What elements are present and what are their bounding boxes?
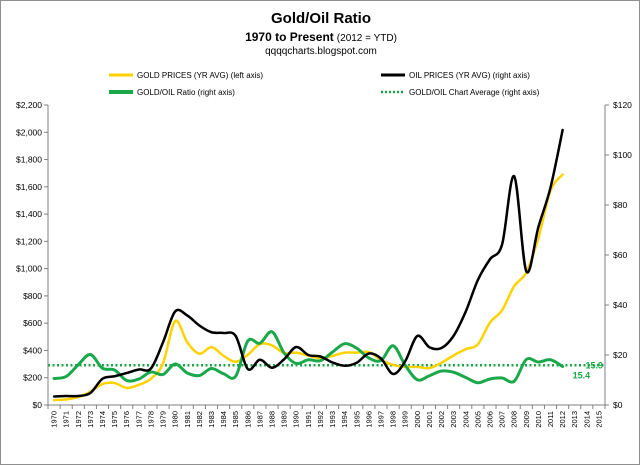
right-tick-label: $100 <box>613 150 632 160</box>
x-tick-label: 1987 <box>255 411 264 428</box>
chart-title: Gold/Oil Ratio <box>271 10 371 27</box>
left-tick-label: $600 <box>23 318 42 328</box>
x-tick-label: 1970 <box>50 411 59 428</box>
average-value-label: 15.9 <box>585 360 603 370</box>
x-tick-label: 1981 <box>183 411 192 428</box>
x-tick-label: 1971 <box>62 411 71 428</box>
x-tick-label: 1995 <box>352 411 361 428</box>
x-tick-label: 1976 <box>122 411 131 428</box>
right-tick-label: $20 <box>613 350 627 360</box>
x-tick-label: 1992 <box>316 411 325 428</box>
x-tick-label: 2009 <box>522 411 531 428</box>
chart-subtitle-note: (2012 = YTD) <box>337 33 397 44</box>
axes: $0 $200 $400 $600 $800 $1,000 $1,200 $1,400 $1,6… <box>16 100 632 428</box>
series-layer <box>52 128 565 402</box>
x-tick-label: 2005 <box>473 411 482 428</box>
left-tick-label: $2,000 <box>16 127 42 137</box>
x-tick-label: 2012 <box>558 411 567 428</box>
x-tick-label: 2008 <box>510 411 519 428</box>
x-tick-label: 1989 <box>280 411 289 428</box>
x-tick-label: 2006 <box>485 411 494 428</box>
x-tick-label: 1993 <box>328 411 337 428</box>
x-tick-label: 1977 <box>134 411 143 428</box>
right-tick-label: $0 <box>613 400 623 410</box>
left-tick-label: $1,400 <box>16 209 42 219</box>
x-tick-label: 1991 <box>304 411 313 428</box>
x-tick-label: 1990 <box>292 411 301 428</box>
x-tick-label: 1985 <box>231 411 240 428</box>
x-tick-label: 1984 <box>219 411 228 428</box>
left-tick-label: $2,200 <box>16 100 42 110</box>
x-tick-label: 1982 <box>195 411 204 428</box>
left-tick-label: $1,200 <box>16 236 42 246</box>
chart-source: qqqqcharts.blogspot.com <box>265 46 377 57</box>
x-tick-label: 1974 <box>98 411 107 428</box>
series-line-ratio <box>52 330 565 385</box>
x-tick-label: 1972 <box>74 411 83 428</box>
x-tick-label: 1999 <box>401 411 410 428</box>
legend-label-average: GOLD/OIL Chart Average (right axis) <box>409 88 540 97</box>
legend: GOLD PRICES (YR AVG) (left axis) OIL PRI… <box>109 71 540 97</box>
x-tick-label: 1998 <box>389 411 398 428</box>
x-tick-label: 1996 <box>364 411 373 428</box>
x-tick-label: 1986 <box>243 411 252 428</box>
x-tick-label: 2013 <box>570 411 579 428</box>
right-tick-label: $60 <box>613 250 627 260</box>
legend-label-gold: GOLD PRICES (YR AVG) (left axis) <box>137 71 263 80</box>
chart-subtitle-main: 1970 to Present <box>245 30 334 44</box>
x-tick-label: 1973 <box>86 411 95 428</box>
left-tick-label: $200 <box>23 373 42 383</box>
left-tick-label: $800 <box>23 291 42 301</box>
right-tick-label: $120 <box>613 100 632 110</box>
x-tick-label: 1983 <box>207 411 216 428</box>
left-tick-label: $1,800 <box>16 155 42 165</box>
x-tick-label: 1978 <box>146 411 155 428</box>
x-tick-label: 2001 <box>425 411 434 428</box>
x-tick-label: 1997 <box>376 411 385 428</box>
x-tick-label: 2015 <box>594 411 603 428</box>
left-tick-label: $1,600 <box>16 182 42 192</box>
x-tick-label: 1980 <box>171 411 180 428</box>
x-tick-label: 2004 <box>461 411 470 428</box>
x-tick-label: 2011 <box>546 411 555 427</box>
last-ratio-label: 15.4 <box>573 371 591 381</box>
x-tick-label: 1994 <box>340 411 349 428</box>
legend-label-oil: OIL PRICES (YR AVG) (right axis) <box>409 71 530 80</box>
x-tick-label: 2003 <box>449 411 458 428</box>
x-tick-label: 1979 <box>159 411 168 428</box>
x-tick-label: 2002 <box>437 411 446 428</box>
x-tick-label: 1988 <box>268 411 277 428</box>
x-tick-label: 2010 <box>534 411 543 428</box>
x-tick-label: 2014 <box>582 411 591 428</box>
x-tick-label: 2007 <box>498 411 507 428</box>
left-tick-label: $1,000 <box>16 264 42 274</box>
series-line-oil <box>52 128 564 398</box>
left-tick-label: $0 <box>33 400 43 410</box>
right-tick-label: $80 <box>613 200 627 210</box>
right-tick-label: $40 <box>613 300 627 310</box>
x-tick-label: 2000 <box>413 411 422 428</box>
annotation-layer: 15.915.4 <box>573 360 603 380</box>
x-tick-label: 1975 <box>110 411 119 428</box>
left-tick-label: $400 <box>23 345 42 355</box>
chart-subtitle: 1970 to Present (2012 = YTD) <box>245 30 397 44</box>
legend-label-ratio: GOLD/OIL Ratio (right axis) <box>137 88 235 97</box>
